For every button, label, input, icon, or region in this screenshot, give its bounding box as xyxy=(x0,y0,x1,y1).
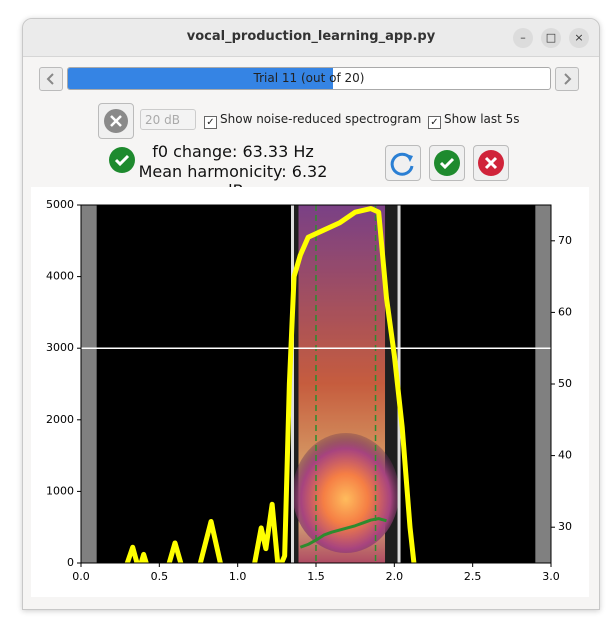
y2-tick-label: 30 xyxy=(558,520,572,533)
x-tick-label: 1.5 xyxy=(307,570,325,583)
progress-bar: Trial 11 (out of 20) xyxy=(67,67,551,90)
threshold-spinbox[interactable]: 20 dB xyxy=(140,109,196,130)
accept-icon xyxy=(434,150,460,176)
progress-fill xyxy=(68,68,334,89)
y-tick-label: 0 xyxy=(67,556,74,569)
title-bar: vocal_production_learning_app.py – □ × xyxy=(23,19,599,57)
f0-change: f0 change: 63.33 Hz xyxy=(152,142,314,161)
y-tick-label: 2000 xyxy=(46,413,74,426)
x-tick-label: 3.0 xyxy=(542,570,560,583)
reject-icon xyxy=(478,150,504,176)
y2-tick-label: 60 xyxy=(558,305,572,318)
spectrogram-energy xyxy=(292,433,400,553)
data-line xyxy=(124,206,417,563)
prev-button[interactable] xyxy=(39,67,63,91)
data-line xyxy=(299,517,387,549)
checkbox-box: ✓ xyxy=(204,116,217,129)
checkbox-label: Show last 5s xyxy=(444,112,520,126)
last5-checkbox[interactable]: ✓ Show last 5s xyxy=(428,112,520,129)
reject-button[interactable] xyxy=(473,145,509,181)
clear-icon xyxy=(104,109,128,133)
y-tick-label: 4000 xyxy=(46,270,74,283)
y2-tick-label: 40 xyxy=(558,449,572,462)
chart: 0.0 0.5 1.0 1.5 2.0 2.5 3.0 0 1000 2000 3000 4000 50… xyxy=(31,187,589,597)
minimize-button[interactable]: – xyxy=(513,28,533,48)
y-tick-label: 3000 xyxy=(46,341,74,354)
x-tick-label: 0.0 xyxy=(72,570,90,583)
replay-icon xyxy=(390,152,414,176)
y-tick-label: 1000 xyxy=(46,484,74,497)
next-icon xyxy=(564,73,572,85)
x-tick-label: 2.0 xyxy=(386,570,404,583)
checkbox-box: ✓ xyxy=(428,116,441,129)
status-icon xyxy=(109,147,135,173)
noise-checkbox[interactable]: ✓ Show noise-reduced spectrogram xyxy=(204,112,421,129)
checkbox-label: Show noise-reduced spectrogram xyxy=(220,112,422,126)
masked-range xyxy=(81,205,97,563)
y2-tick-label: 50 xyxy=(558,377,572,390)
maximize-button[interactable]: □ xyxy=(541,28,561,48)
y2-tick-label: 70 xyxy=(558,234,572,247)
masked-range xyxy=(535,205,551,563)
progress-label: Trial 11 (out of 20) xyxy=(253,71,365,85)
window: vocal_production_learning_app.py – □ × T… xyxy=(22,18,600,610)
x-tick-label: 1.0 xyxy=(229,570,247,583)
prev-icon xyxy=(46,73,54,85)
next-button[interactable] xyxy=(555,67,579,91)
x-tick-label: 2.5 xyxy=(464,570,482,583)
spinbox-value: 20 dB xyxy=(145,113,180,127)
accept-button[interactable] xyxy=(429,145,465,181)
clear-button[interactable] xyxy=(98,103,134,139)
x-tick-label: 0.5 xyxy=(151,570,169,583)
y-tick-label: 5000 xyxy=(46,198,74,211)
close-button[interactable]: × xyxy=(569,28,589,48)
replay-button[interactable] xyxy=(385,145,421,181)
window-title: vocal_production_learning_app.py xyxy=(186,29,436,44)
